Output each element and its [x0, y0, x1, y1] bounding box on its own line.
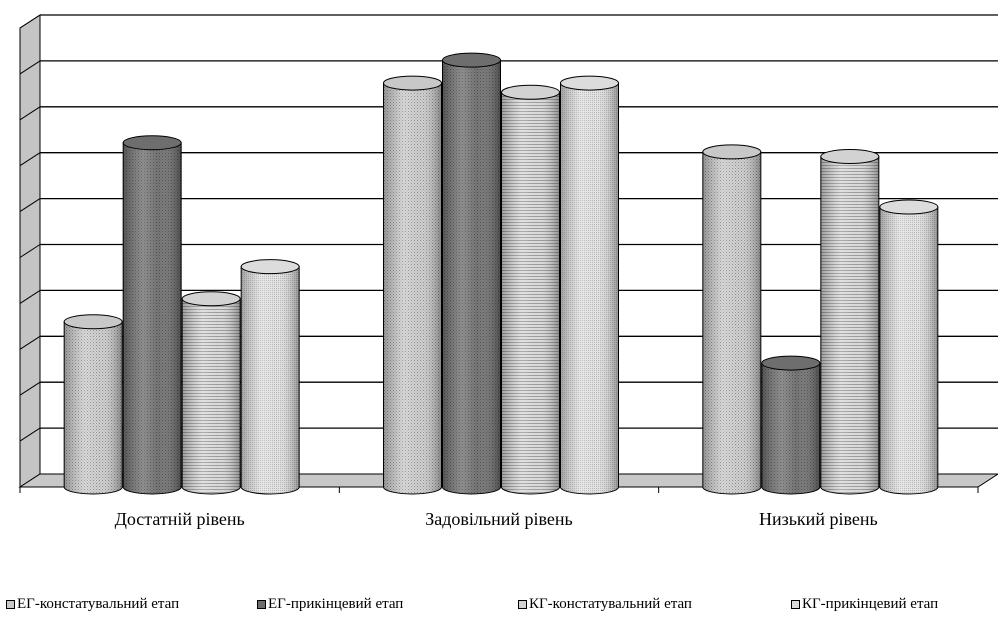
- legend-item: ЕГ-констатувальний етап: [6, 596, 179, 613]
- bar-top: [879, 199, 939, 215]
- bar-cylinder: [442, 52, 501, 495]
- bar-shading: [240, 266, 300, 495]
- legend-label: ЕГ-прикінцевий етап: [268, 596, 404, 612]
- bar-shading: [181, 298, 241, 495]
- bar-cylinder: [702, 144, 762, 495]
- bar-shading: [702, 151, 762, 495]
- bar-cylinder: [122, 135, 182, 495]
- bar-top: [63, 314, 123, 330]
- bar-shading: [560, 82, 619, 495]
- gridline-depth: [19, 244, 41, 258]
- legend: ЕГ-констатувальний етап ЕГ-прикінцевий е…: [0, 596, 998, 618]
- gridline-depth: [19, 106, 41, 121]
- category-label: Низький рівень: [759, 509, 878, 529]
- bar-top: [181, 291, 241, 307]
- bar-top: [560, 75, 619, 91]
- bar-shading: [501, 91, 560, 495]
- legend-item: КГ-констатувальний етап: [518, 596, 692, 613]
- bar-cylinder: [560, 75, 619, 495]
- category-label: Достатній рівень: [115, 509, 245, 529]
- gridline-depth: [19, 14, 41, 29]
- bar-top: [122, 135, 182, 151]
- bar-shading: [879, 206, 939, 495]
- category-label: Задовільний рівень: [425, 509, 572, 529]
- gridline-depth: [19, 289, 41, 304]
- legend-swatch-icon: [518, 600, 527, 609]
- legend-item: КГ-прикінцевий етап: [791, 596, 938, 613]
- bar-shading: [442, 59, 501, 495]
- bar-shading: [383, 82, 442, 495]
- bar-chart: Достатній рівень Задовільний рівень Низьки…: [18, 14, 998, 529]
- bar-shading: [761, 362, 821, 495]
- bar-cylinder: [879, 199, 939, 495]
- bar-cylinder: [181, 291, 241, 495]
- bar-shading: [122, 142, 182, 495]
- bar-top: [240, 259, 300, 275]
- bar-top: [501, 84, 560, 100]
- category-labels: Достатній рівень Задовільний рівень Низьки…: [115, 509, 878, 529]
- bar-shading: [820, 156, 880, 495]
- legend-label: ЕГ-констатувальний етап: [17, 596, 180, 612]
- legend-label: КГ-констатувальний етап: [529, 596, 692, 612]
- legend-swatch-icon: [791, 600, 800, 609]
- bar-cylinder: [240, 259, 300, 495]
- legend-swatch-icon: [6, 600, 15, 609]
- bars: [63, 52, 939, 495]
- bar-shading: [63, 321, 123, 495]
- bar-cylinder: [761, 355, 821, 495]
- legend-label: КГ-прикінцевий етап: [802, 596, 939, 612]
- gridline-depth: [19, 335, 41, 350]
- bar-cylinder: [820, 149, 880, 495]
- legend-swatch-icon: [257, 600, 266, 609]
- bar-top: [702, 144, 762, 160]
- gridline-depth: [19, 152, 41, 167]
- bar-cylinder: [63, 314, 123, 495]
- gridline-depth: [19, 381, 41, 396]
- bar-top: [383, 75, 442, 91]
- bar-cylinder: [501, 84, 560, 495]
- gridline-depth: [19, 427, 41, 442]
- gridline-depth: [19, 198, 41, 213]
- bar-top: [820, 149, 880, 165]
- bar-cylinder: [383, 75, 442, 495]
- bar-top: [442, 52, 501, 68]
- gridline-depth: [19, 60, 41, 75]
- legend-item: ЕГ-прикінцевий етап: [257, 596, 403, 613]
- bar-top: [761, 355, 821, 371]
